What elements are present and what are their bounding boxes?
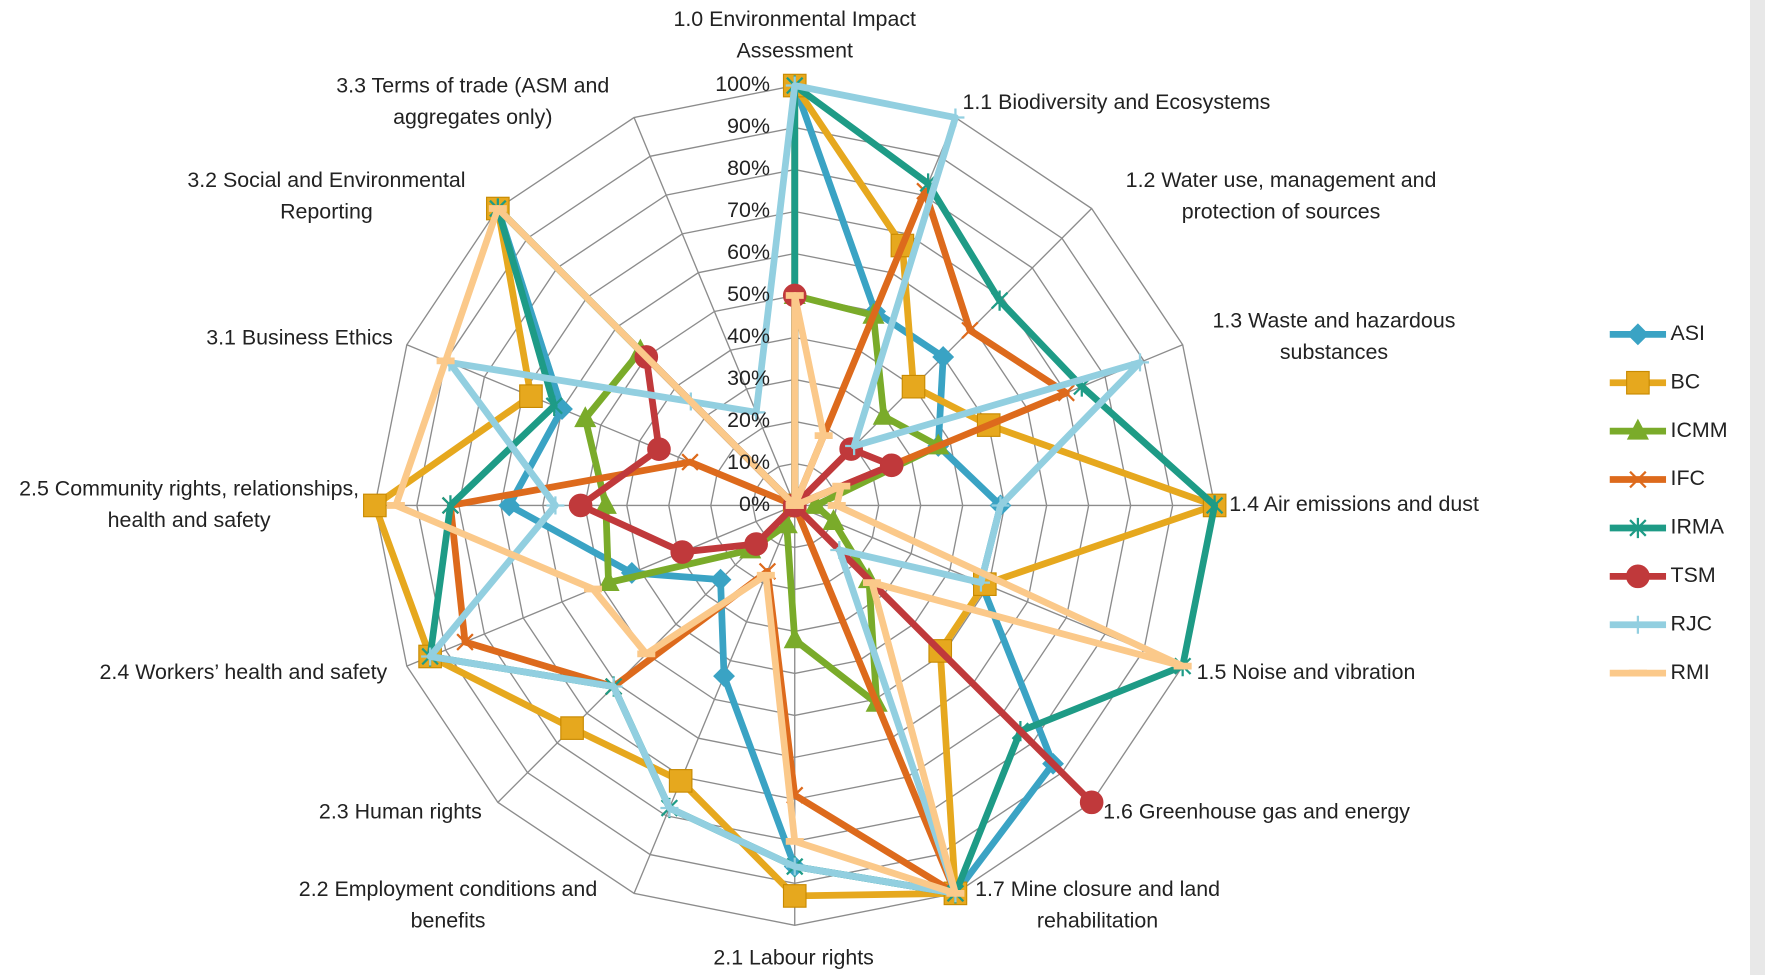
legend-label: BC <box>1671 369 1701 393</box>
legend-label: RJC <box>1671 611 1713 635</box>
tick-label: 80% <box>727 156 770 180</box>
marker <box>498 494 521 517</box>
axis-label: 2.1 Labour rights <box>713 946 874 971</box>
marker <box>421 647 440 666</box>
legend-label: RMI <box>1671 660 1710 684</box>
marker <box>1626 418 1649 440</box>
marker <box>785 76 804 95</box>
marker <box>971 573 990 592</box>
marker <box>441 495 460 516</box>
marker <box>845 437 864 456</box>
axis-label: 3.1 Business Ethics <box>206 326 393 351</box>
axis-label: 2.4 Workers’ health and safety <box>99 660 388 685</box>
marker <box>830 540 849 559</box>
marker <box>961 321 979 339</box>
axis-label: 1.7 Mine closure and land rehabilitation <box>975 878 1221 934</box>
marker <box>804 492 827 514</box>
marker <box>822 509 845 530</box>
axis-label: 1.0 Environmental Impact Assessment <box>673 7 917 64</box>
tick-label: 20% <box>727 408 770 432</box>
marker <box>1626 564 1650 589</box>
spoke <box>633 117 796 506</box>
marker <box>668 769 693 793</box>
legend-label: TSM <box>1671 563 1716 587</box>
legend-label: IRMA <box>1671 515 1725 539</box>
marker <box>946 108 965 127</box>
tick-label: 30% <box>727 366 770 390</box>
axis-label: 1.5 Noise and vibration <box>1196 660 1416 685</box>
tick-label: 10% <box>727 450 770 474</box>
marker <box>545 395 563 416</box>
tick-label: 100% <box>715 72 770 96</box>
marker <box>597 570 620 592</box>
marker <box>879 453 904 478</box>
marker <box>1629 470 1647 489</box>
marker <box>647 437 671 462</box>
axis-label: 3.2 Social and Environmental Reporting <box>187 168 466 225</box>
axis-label: 2.3 Human rights <box>318 800 482 825</box>
marker <box>1628 615 1647 634</box>
axis-label: 3.3 Terms of trade (ASM and aggregates o… <box>336 74 610 130</box>
axis-label: 1.2 Water use, management and protection… <box>1125 168 1437 225</box>
axis-label: 2.5 Community rights, relationships, hea… <box>19 477 360 533</box>
marker <box>1130 353 1150 372</box>
marker <box>546 496 565 515</box>
legend-label: IFC <box>1671 466 1705 490</box>
marker <box>901 374 926 399</box>
marker <box>747 403 766 422</box>
marker <box>1626 323 1649 346</box>
tick-label: 70% <box>727 198 770 222</box>
marker <box>363 493 387 518</box>
marker <box>681 453 699 471</box>
marker <box>660 799 679 818</box>
marker <box>990 290 1009 311</box>
marker <box>519 384 543 408</box>
spoke <box>633 505 796 894</box>
tick-label: 40% <box>727 324 770 348</box>
marker <box>670 540 695 564</box>
marker <box>1079 790 1104 815</box>
marker <box>744 532 768 556</box>
marker <box>872 403 895 425</box>
marker <box>713 665 735 688</box>
axis-label: 1.1 Biodiversity and Ecosystems <box>962 91 1271 115</box>
marker <box>604 677 623 696</box>
tick-label: 90% <box>727 114 770 138</box>
marker <box>456 633 474 651</box>
tick-label: 60% <box>727 240 770 264</box>
tick-label: 50% <box>727 282 770 306</box>
marker <box>991 496 1010 515</box>
marker <box>568 493 593 518</box>
marker <box>785 857 804 876</box>
axis-label: 1.3 Waste and hazardous substances <box>1212 309 1456 365</box>
axis-label: 1.4 Air emissions and dust <box>1229 493 1479 517</box>
axis-label: 2.2 Employment conditions and benefits <box>298 878 598 934</box>
marker <box>574 406 597 428</box>
marker <box>932 346 955 368</box>
scrollbar <box>1750 0 1765 975</box>
marker <box>1626 370 1650 395</box>
marker <box>1629 517 1647 539</box>
marker <box>782 884 807 908</box>
marker <box>709 568 732 591</box>
legend-label: ASI <box>1671 321 1705 345</box>
tick-label: 0% <box>739 492 770 516</box>
axis-label: 1.6 Greenhouse gas and energy <box>1103 800 1410 825</box>
marker <box>1205 495 1224 516</box>
marker <box>560 716 584 740</box>
legend-label: ICMM <box>1671 418 1728 442</box>
marker <box>783 627 806 649</box>
